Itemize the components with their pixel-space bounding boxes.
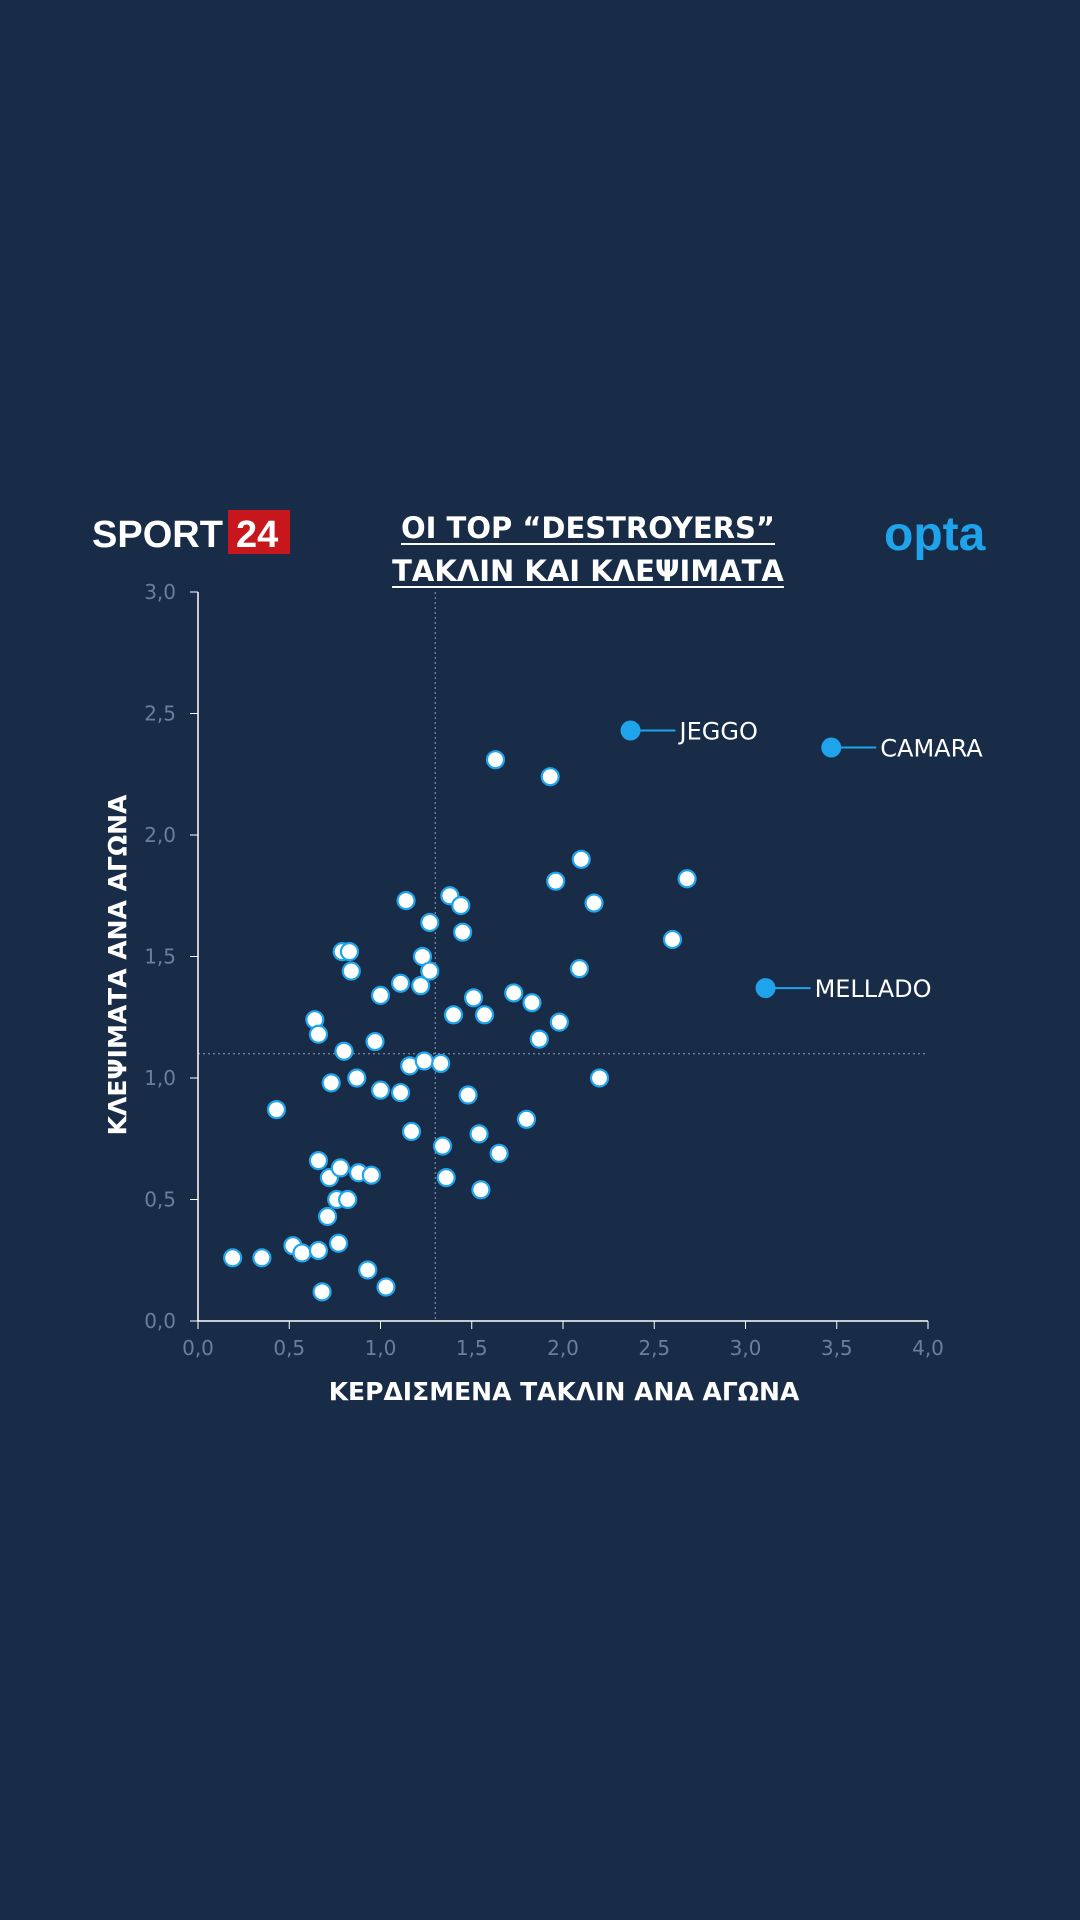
data-point bbox=[376, 1277, 396, 1297]
highlight-point bbox=[620, 720, 641, 741]
data-point bbox=[571, 849, 591, 869]
data-point bbox=[328, 1233, 349, 1253]
x-tick-label: 0,0 bbox=[182, 1336, 214, 1360]
data-point bbox=[546, 871, 566, 891]
data-point bbox=[662, 929, 683, 950]
data-point bbox=[529, 1029, 549, 1049]
highlight-label: CAMARA bbox=[880, 735, 983, 763]
y-axis-title: ΚΛΕΨΙΜΑΤΑ ΑΝΑ ΑΓΩΝΑ bbox=[103, 794, 132, 1135]
data-point bbox=[504, 983, 524, 1003]
data-point bbox=[458, 1085, 478, 1105]
highlight-camara: CAMARA bbox=[821, 735, 983, 763]
data-point bbox=[339, 942, 360, 962]
highlighted-players: JEGGO CAMARA MELLADO bbox=[620, 718, 983, 1003]
data-point bbox=[436, 1168, 456, 1188]
logo-sport-text: SPORT bbox=[92, 514, 223, 556]
data-point bbox=[677, 869, 697, 889]
data-point bbox=[474, 1005, 495, 1025]
data-point bbox=[312, 1282, 332, 1302]
data-point bbox=[516, 1109, 537, 1129]
data-point bbox=[549, 1012, 569, 1032]
highlight-label: JEGGO bbox=[678, 718, 758, 746]
data-point bbox=[334, 1041, 354, 1061]
data-point bbox=[522, 993, 542, 1013]
y-tick-label: 1,0 bbox=[144, 1066, 176, 1090]
data-point bbox=[485, 750, 506, 770]
data-point bbox=[420, 961, 440, 981]
data-point bbox=[569, 959, 590, 979]
data-point bbox=[396, 891, 416, 911]
y-axis-ticks: 0,0 0,5 1,0 1,5 2,0 2,5 3,0 bbox=[144, 580, 198, 1333]
data-point bbox=[266, 1099, 287, 1120]
data-point bbox=[390, 973, 411, 993]
x-tick-label: 4,0 bbox=[912, 1336, 944, 1360]
data-point bbox=[308, 1151, 329, 1171]
x-tick-label: 0,5 bbox=[273, 1336, 305, 1360]
data-point bbox=[589, 1068, 610, 1088]
data-point bbox=[308, 1024, 329, 1044]
data-point bbox=[347, 1068, 367, 1088]
y-tick-label: 3,0 bbox=[144, 580, 176, 604]
data-point bbox=[463, 988, 484, 1008]
data-point bbox=[252, 1248, 272, 1268]
data-point bbox=[471, 1180, 491, 1200]
data-point bbox=[341, 961, 361, 981]
highlight-point bbox=[755, 978, 776, 999]
data-point bbox=[443, 1005, 464, 1025]
data-point bbox=[431, 1053, 451, 1074]
y-tick-label: 2,5 bbox=[144, 702, 176, 726]
data-point bbox=[317, 1206, 338, 1227]
data-point bbox=[401, 1121, 422, 1142]
data-point bbox=[330, 1158, 350, 1178]
x-tick-label: 2,5 bbox=[638, 1336, 670, 1360]
reference-lines bbox=[198, 592, 928, 1321]
y-tick-label: 0,0 bbox=[144, 1309, 176, 1333]
data-point bbox=[469, 1124, 489, 1144]
data-point bbox=[489, 1143, 509, 1163]
x-tick-label: 2,0 bbox=[547, 1336, 579, 1360]
data-point bbox=[370, 1080, 391, 1100]
logo-24-badge bbox=[228, 510, 290, 554]
chart-title-line1: ΟΙ TOP “DESTROYERS” bbox=[401, 511, 775, 545]
logo-24-text: 24 bbox=[236, 514, 278, 556]
highlight-jeggo: JEGGO bbox=[620, 718, 758, 746]
highlight-label: MELLADO bbox=[815, 975, 932, 1003]
data-point bbox=[453, 922, 473, 942]
data-point bbox=[292, 1243, 312, 1263]
opta-logo: opta bbox=[884, 508, 986, 561]
x-tick-label: 1,0 bbox=[365, 1336, 397, 1360]
chart-title-line2: ΤΑΚΛΙΝ ΚΑΙ ΚΛΕΨΙΜΑΤΑ bbox=[392, 554, 784, 588]
data-point bbox=[338, 1189, 358, 1210]
data-point bbox=[540, 767, 560, 787]
x-tick-label: 1,5 bbox=[456, 1336, 488, 1360]
data-point bbox=[365, 1031, 385, 1052]
data-point bbox=[411, 976, 431, 996]
x-tick-label: 3,5 bbox=[821, 1336, 853, 1360]
y-tick-label: 0,5 bbox=[144, 1188, 176, 1212]
data-point bbox=[358, 1260, 378, 1280]
data-point bbox=[321, 1073, 341, 1093]
data-point bbox=[451, 895, 471, 916]
data-point bbox=[370, 985, 391, 1005]
axes bbox=[197, 592, 928, 1322]
y-tick-label: 1,5 bbox=[144, 945, 176, 969]
highlight-mellado: MELLADO bbox=[755, 975, 932, 1003]
data-point bbox=[223, 1248, 243, 1268]
data-point bbox=[420, 912, 440, 933]
y-tick-label: 2,0 bbox=[144, 823, 176, 847]
data-point bbox=[414, 1051, 434, 1071]
data-point bbox=[584, 893, 604, 913]
x-axis-ticks: 0,0 0,5 1,0 1,5 2,0 2,5 3,0 3,5 4,0 bbox=[182, 1321, 944, 1360]
x-axis-title: ΚΕΡΔΙΣΜΕΝΑ ΤΑΚΛΙΝ ΑΝΑ ΑΓΩΝΑ bbox=[329, 1377, 800, 1406]
data-point bbox=[308, 1240, 329, 1261]
data-point bbox=[390, 1082, 411, 1103]
data-point bbox=[432, 1136, 453, 1156]
data-points bbox=[223, 750, 697, 1302]
highlight-point bbox=[821, 737, 842, 758]
data-point bbox=[361, 1165, 381, 1185]
sport24-logo: SPORT 24 bbox=[92, 510, 290, 556]
x-tick-label: 3,0 bbox=[730, 1336, 762, 1360]
